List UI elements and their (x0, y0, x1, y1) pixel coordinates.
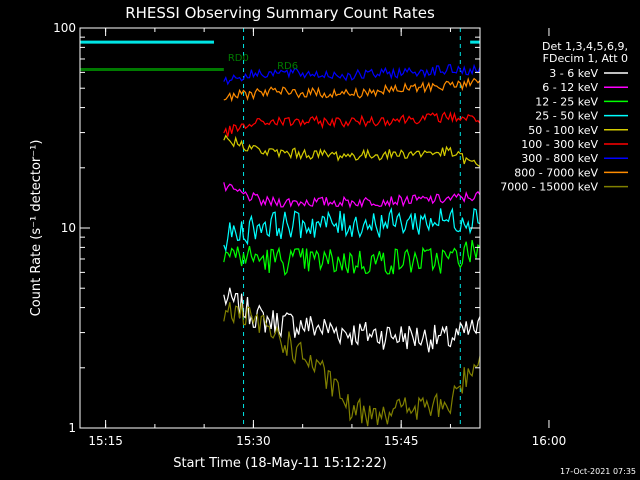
series-line-8 (223, 302, 480, 427)
series-line-2 (223, 239, 480, 276)
series-line-4 (223, 134, 480, 168)
plot-area: RD0RD6F (80, 28, 480, 428)
legend-label-5: 100 - 300 keV (521, 138, 598, 151)
chart-title: RHESSI Observing Summary Count Rates (125, 4, 435, 22)
x-tick-label-3: 16:00 (532, 434, 567, 448)
series-line-1 (223, 182, 480, 209)
x-tick-label-2: 15:45 (384, 434, 419, 448)
series-line-5 (223, 111, 480, 137)
legend-label-6: 300 - 800 keV (521, 152, 598, 165)
plot-timestamp: 17-Oct-2021 07:35 (560, 467, 636, 476)
y-axis-label: Count Rate (s⁻¹ detector⁻¹) (29, 140, 44, 317)
axes: 11010015:1515:3015:4516:0016:1516:3016:4… (53, 21, 567, 448)
legend-header-1: FDecim 1, Att 0 (543, 52, 628, 65)
legend: Det 1,3,4,5,6,9,FDecim 1, Att 0 3 - 6 keV… (500, 40, 628, 194)
series-line-6 (223, 63, 480, 86)
legend-label-3: 25 - 50 keV (535, 110, 598, 123)
flag-label-rd0: RD0 (228, 53, 249, 64)
x-tick-label-0: 15:15 (88, 434, 123, 448)
x-axis-label: Start Time (18-May-11 15:12:22) (173, 456, 387, 471)
series-line-3 (223, 207, 480, 253)
y-tick-label-0: 1 (68, 421, 76, 435)
legend-label-8: 7000 - 15000 keV (500, 181, 598, 194)
legend-label-1: 6 - 12 keV (542, 81, 598, 94)
legend-label-2: 12 - 25 keV (535, 95, 598, 108)
series-group: RD0RD6F (80, 28, 480, 428)
series-line-7 (223, 76, 480, 103)
y-tick-label-2: 100 (53, 21, 76, 35)
y-tick-label-1: 10 (61, 221, 76, 235)
legend-label-7: 800 - 7000 keV (514, 166, 598, 179)
legend-label-0: 3 - 6 keV (549, 67, 598, 80)
flag-label-rd6: RD6 (277, 61, 298, 72)
x-tick-label-1: 15:30 (236, 434, 271, 448)
series-line-0 (223, 287, 480, 353)
legend-label-4: 50 - 100 keV (528, 124, 598, 137)
legend-header-0: Det 1,3,4,5,6,9, (542, 40, 628, 53)
